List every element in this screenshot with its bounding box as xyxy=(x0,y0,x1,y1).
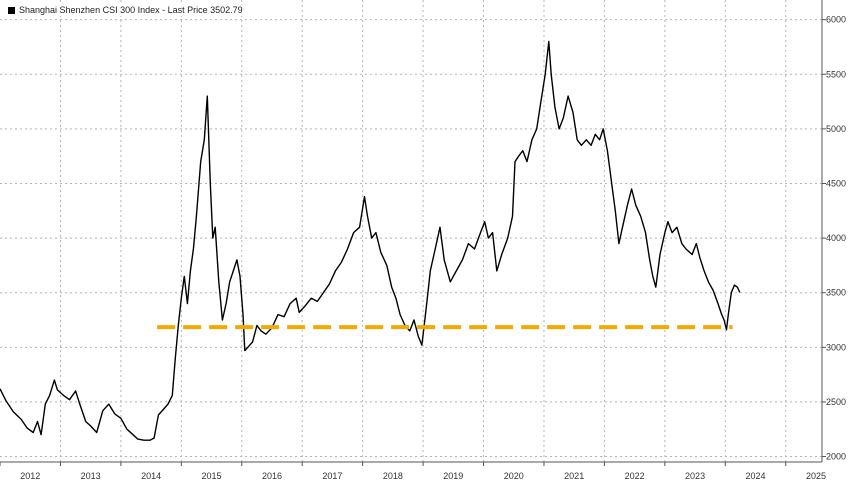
y-tick-label: 5000 xyxy=(826,124,846,134)
legend-label: Shanghai Shenzhen CSI 300 Index - Last P… xyxy=(19,5,243,15)
x-tick-label: 2015 xyxy=(202,471,222,481)
y-tick-label: 3000 xyxy=(826,342,846,352)
y-tick-label: 5500 xyxy=(826,69,846,79)
y-tick-label: 3500 xyxy=(826,288,846,298)
x-tick-label: 2022 xyxy=(625,471,645,481)
y-axis-ticks: 2000 2500 3000 3500 4000 4500 5000 5500 6000 xyxy=(822,15,846,462)
x-tick-label: 2025 xyxy=(806,471,826,481)
x-tick-label: 2014 xyxy=(141,471,161,481)
x-tick-label: 2018 xyxy=(383,471,403,481)
legend: Shanghai Shenzhen CSI 300 Index - Last P… xyxy=(6,4,245,16)
x-tick-label: 2023 xyxy=(685,471,705,481)
series-line-csi300 xyxy=(0,40,741,441)
y-tick-label: 4000 xyxy=(826,233,846,243)
y-tick-label: 2500 xyxy=(826,397,846,407)
x-axis-ticks: 2012 2013 2014 2015 2016 2017 2018 2019 2020 2021… xyxy=(0,462,826,481)
x-tick-label: 2021 xyxy=(564,471,584,481)
x-tick-label: 2012 xyxy=(20,471,40,481)
legend-swatch xyxy=(8,6,15,14)
grid-lines xyxy=(0,0,822,462)
y-tick-label: 4500 xyxy=(826,178,846,188)
x-tick-label: 2019 xyxy=(443,471,463,481)
y-tick-label: 6000 xyxy=(826,15,846,25)
x-tick-label: 2013 xyxy=(81,471,101,481)
y-tick-label: 2000 xyxy=(826,452,846,462)
x-tick-label: 2016 xyxy=(262,471,282,481)
x-tick-label: 2017 xyxy=(322,471,342,481)
x-tick-label: 2024 xyxy=(745,471,765,481)
x-tick-label: 2020 xyxy=(504,471,524,481)
